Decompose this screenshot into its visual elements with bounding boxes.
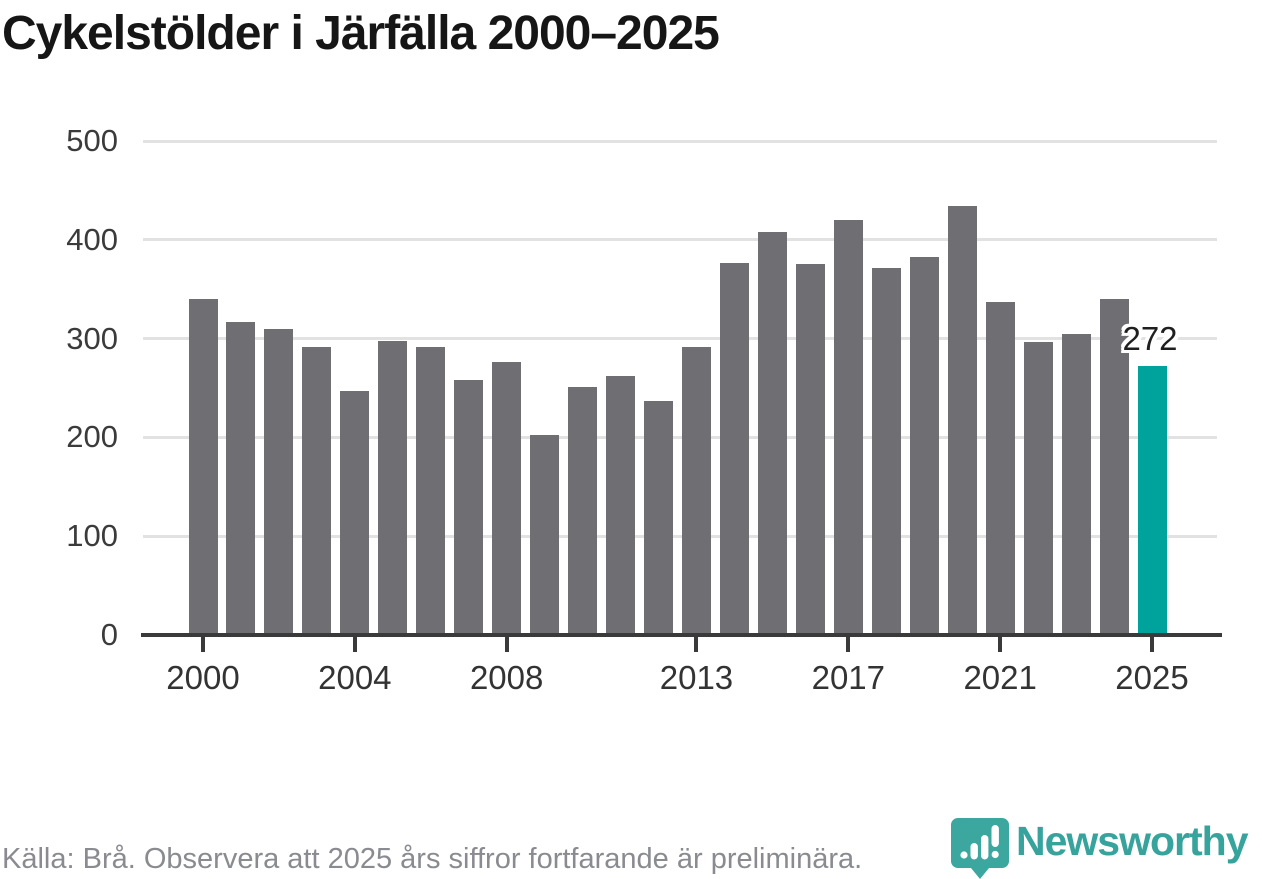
x-axis-tick: [504, 637, 509, 652]
bar-2023: [1061, 333, 1091, 635]
bar-2001: [226, 321, 256, 635]
x-axis-tick-label: 2021: [963, 659, 1037, 696]
x-axis-tick: [998, 637, 1003, 652]
brand-logo: Newsworthy: [950, 817, 1248, 879]
bar-2020: [947, 206, 977, 635]
bar-2019: [909, 256, 939, 635]
gridline-y100: [143, 534, 1217, 538]
bar-2013: [681, 347, 711, 635]
x-axis-tick-label: 2000: [166, 659, 240, 696]
x-axis-tick: [352, 637, 357, 652]
bar-2015: [757, 231, 787, 635]
bar-2012: [644, 400, 674, 635]
x-axis-tick: [846, 637, 851, 652]
brand-name: Newsworthy: [1016, 818, 1248, 864]
bar-2018: [871, 268, 901, 635]
y-axis-tick-label: 0: [100, 617, 118, 652]
x-axis-tick: [694, 637, 699, 652]
gridline-y200: [143, 435, 1217, 439]
highlight-value-label: 272: [1122, 320, 1178, 358]
bar-2006: [416, 346, 446, 635]
bar-2002: [264, 328, 294, 635]
x-axis-line: [141, 633, 1222, 637]
bar-2016: [795, 263, 825, 635]
bar-2014: [719, 262, 749, 635]
bar-2017: [833, 220, 863, 635]
bar-2003: [302, 347, 332, 635]
bar-2010: [568, 387, 598, 635]
x-axis-tick-label: 2004: [318, 659, 392, 696]
source-note: Källa: Brå. Observera att 2025 års siffr…: [2, 843, 863, 875]
bar-2009: [530, 435, 560, 635]
x-axis-tick-label: 2008: [469, 659, 544, 696]
x-axis-tick: [201, 637, 205, 652]
bar-2007: [454, 380, 484, 635]
bar-2021: [985, 302, 1015, 635]
bar-2008: [492, 362, 522, 635]
gridline-y300: [143, 337, 1217, 341]
y-axis-tick-label: 200: [66, 419, 118, 455]
gridline-y400: [143, 238, 1217, 242]
bar-2005: [378, 340, 408, 635]
x-axis-tick-label: 2017: [811, 659, 886, 696]
bar-2022: [1023, 341, 1053, 635]
bar-2025: [1137, 366, 1167, 635]
x-axis-tick-label: 2025: [1115, 659, 1189, 696]
newsworthy-logo-icon: [951, 818, 1009, 879]
bar-2000: [188, 299, 218, 635]
y-axis-tick-label: 400: [66, 221, 118, 257]
chart-title: Cykelstölder i Järfälla 2000–2025: [2, 7, 720, 60]
bar-2011: [606, 376, 636, 635]
y-axis-tick-label: 500: [66, 123, 118, 158]
y-axis-tick-label: 100: [66, 518, 118, 554]
bar-2004: [340, 390, 370, 635]
bar-2024: [1099, 299, 1129, 635]
x-axis-tick-label: 2013: [659, 659, 734, 696]
gridline-y500: [143, 139, 1217, 143]
x-axis-tick: [1150, 637, 1154, 652]
y-axis-tick-label: 300: [66, 320, 118, 356]
